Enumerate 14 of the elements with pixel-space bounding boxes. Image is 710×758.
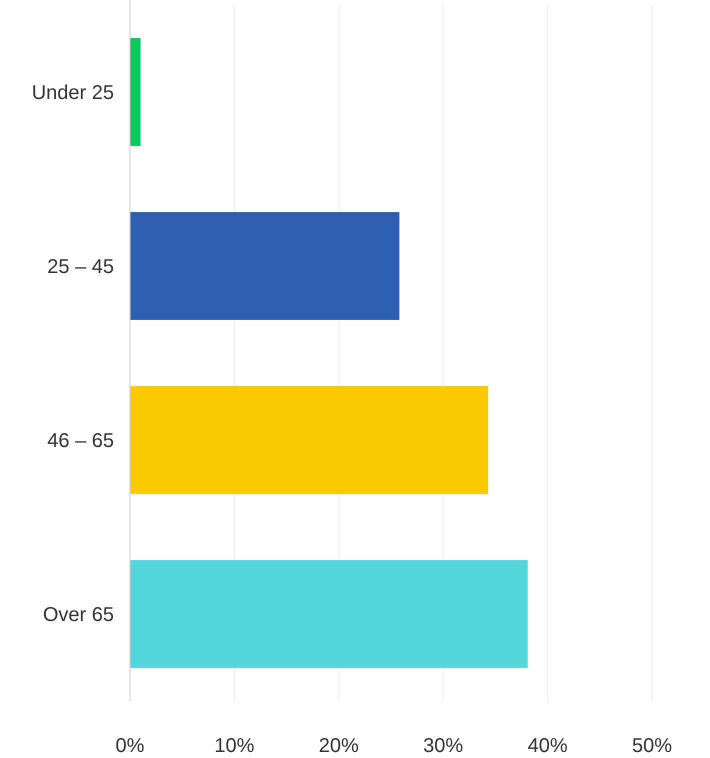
x-tick-label: 20% — [318, 735, 360, 757]
x-tick-label: 40% — [528, 735, 568, 757]
x-tick-label: 0% — [116, 735, 145, 757]
x-tick-label: 30% — [423, 735, 464, 757]
y-tick-label: Under 25 — [32, 82, 114, 104]
bar — [130, 386, 488, 494]
y-tick-label: 46 – 65 — [47, 430, 114, 452]
bar — [130, 560, 528, 668]
x-tick-label: 50% — [632, 735, 672, 757]
y-tick-label: 25 – 45 — [47, 256, 114, 278]
y-tick-label: Over 65 — [42, 604, 114, 626]
x-tick-label: 10% — [214, 735, 255, 757]
bar — [130, 38, 140, 146]
bar — [130, 212, 400, 320]
